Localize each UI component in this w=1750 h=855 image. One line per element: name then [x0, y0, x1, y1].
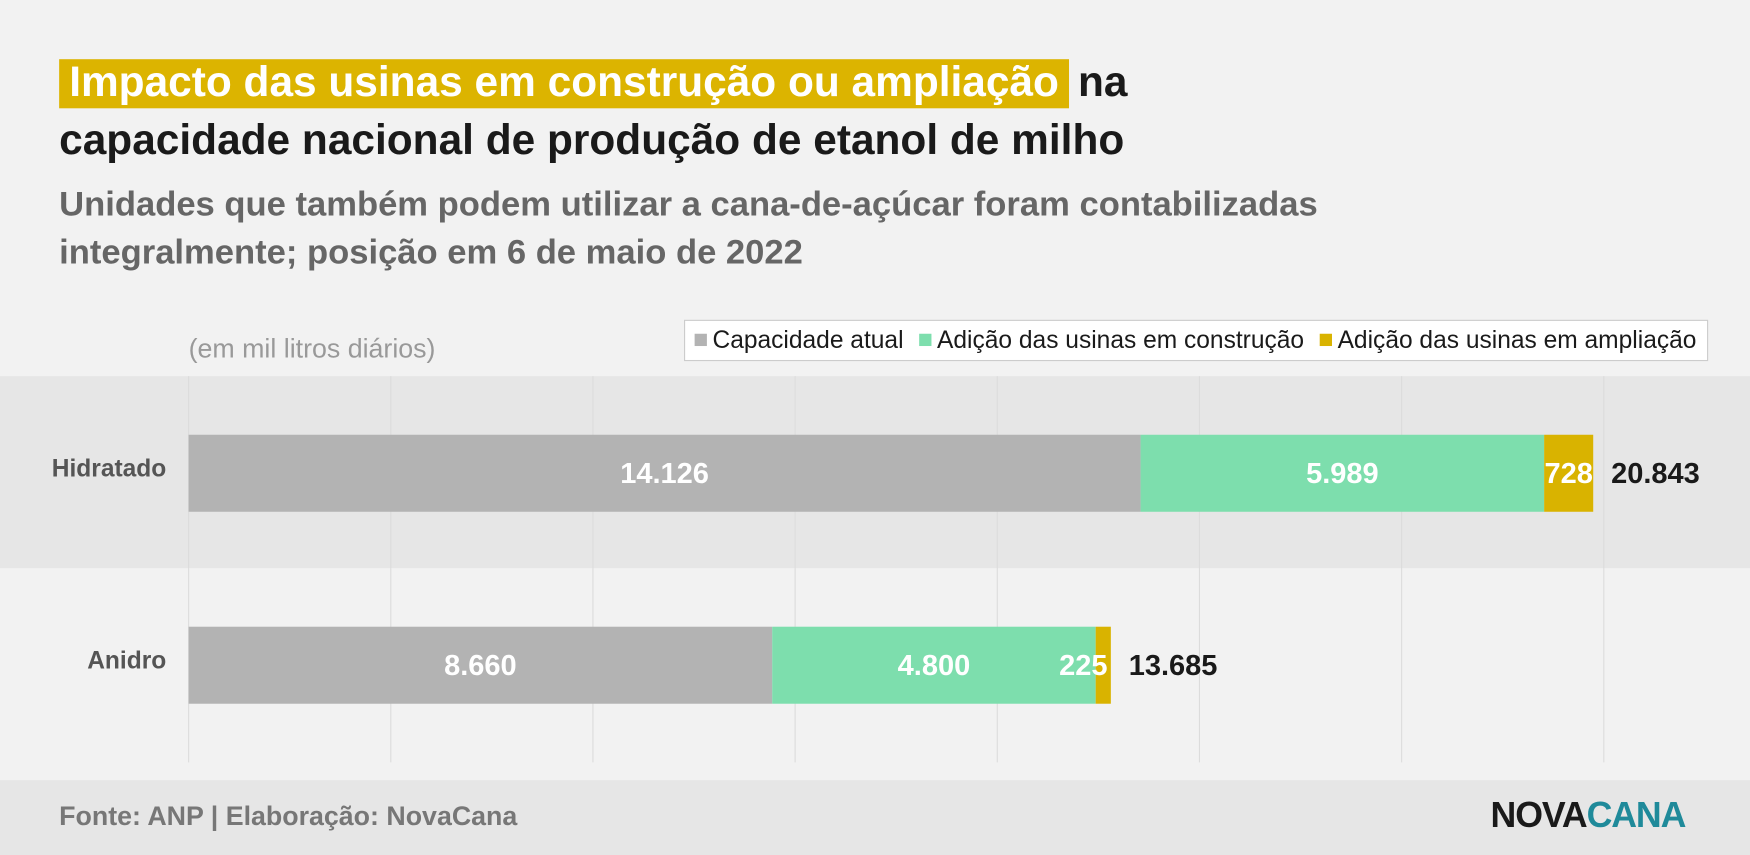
value-label: 4.800 — [898, 650, 971, 682]
bar — [1140, 434, 1545, 512]
bar — [188, 626, 773, 704]
chart-title: Impacto das usinas em construção ou ampl… — [69, 58, 1059, 105]
bar — [188, 434, 1141, 512]
bar — [772, 626, 1096, 704]
bar — [1095, 626, 1111, 704]
logo: NOVACANA — [1491, 796, 1686, 836]
footer-band — [0, 780, 1750, 855]
total-label: 20.843 — [1611, 458, 1700, 490]
y-tick-label: Hidratado — [52, 455, 167, 482]
bar — [1544, 434, 1594, 512]
legend-swatch — [919, 333, 932, 347]
chart-title: capacidade nacional de produção de etano… — [59, 116, 1124, 163]
value-label: 14.126 — [620, 458, 709, 490]
value-label: 8.660 — [444, 650, 517, 682]
total-label: 13.685 — [1129, 650, 1218, 682]
chart-title: na — [1078, 58, 1128, 105]
value-label: 728 — [1544, 458, 1592, 490]
title-highlight — [59, 59, 1070, 109]
legend-swatch — [694, 333, 707, 347]
value-label: 225 — [1059, 650, 1107, 682]
subtitle: Unidades que também podem utilizar a can… — [59, 186, 1318, 224]
logo-part: NOVA — [1491, 796, 1587, 836]
y-tick-label: Anidro — [87, 647, 166, 674]
value-label: 5.989 — [1306, 458, 1379, 490]
source: Fonte: ANP | Elaboração: NovaCana — [59, 801, 518, 831]
legend-swatch — [1319, 333, 1332, 347]
legend — [684, 319, 1709, 362]
legend-label: Adição das usinas em construção — [937, 327, 1304, 354]
legend-label: Capacidade atual — [712, 327, 903, 354]
legend-label: Adição das usinas em ampliação — [1338, 327, 1697, 354]
logo-part: CANA — [1587, 796, 1686, 836]
unit-note: (em mil litros diários) — [189, 334, 436, 364]
subtitle: integralmente; posição em 6 de maio de 2… — [59, 234, 803, 272]
